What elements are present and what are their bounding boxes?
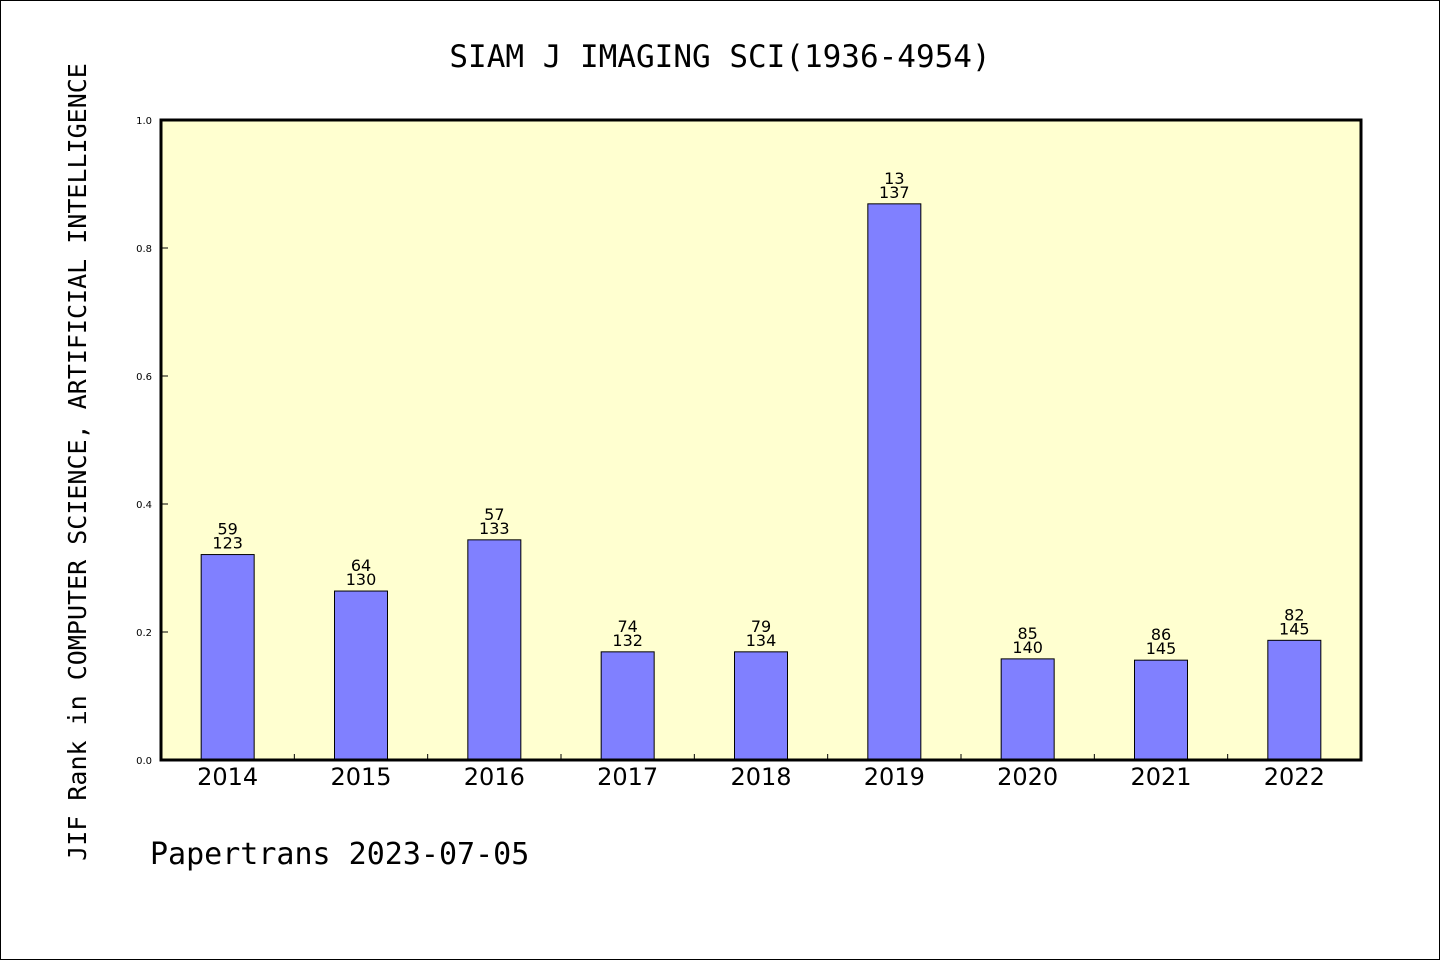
bar-total-label: 134	[746, 631, 777, 650]
x-tick-label: 2022	[1264, 763, 1325, 791]
bar-total-label: 145	[1279, 619, 1310, 638]
bar-rank-label: 59	[217, 520, 237, 539]
bar-rank-label: 85	[1017, 624, 1037, 643]
y-tick-label: 1.0	[136, 116, 152, 127]
y-tick-label: 0.2	[136, 628, 152, 639]
x-tick-label: 2017	[597, 763, 658, 791]
bar-total-label: 140	[1012, 638, 1043, 657]
y-tick-label: 0.0	[136, 756, 152, 767]
x-tick-label: 2020	[997, 763, 1058, 791]
bar-2018	[734, 651, 788, 761]
bar-rank-label: 79	[751, 617, 771, 636]
x-tick-label: 2014	[197, 763, 258, 791]
bar-rank-label: 74	[617, 617, 637, 636]
y-tick-label: 0.6	[136, 372, 152, 383]
x-tick-label: 2019	[864, 763, 925, 791]
bar-2020	[1000, 658, 1055, 761]
bar-total-label: 145	[1146, 639, 1177, 658]
y-tick-label: 0.4	[136, 500, 152, 511]
bar-rank-label: 86	[1151, 625, 1171, 644]
bar-rank-label: 13	[884, 169, 904, 188]
plot-border	[159, 118, 1363, 762]
x-tick-label: 2021	[1130, 763, 1191, 791]
footer-credit: Papertrans 2023-07-05	[150, 837, 529, 872]
bar-2016	[467, 539, 522, 761]
bar-rank-label: 82	[1284, 605, 1304, 624]
x-tick-label: 2015	[330, 763, 391, 791]
bar-rank-label: 64	[351, 556, 371, 575]
bar-2022	[1267, 639, 1322, 761]
bar-rank-label: 57	[484, 505, 504, 524]
y-tick-label: 0.8	[136, 244, 152, 255]
bar-total-label: 137	[879, 183, 910, 202]
chart-title: SIAM J IMAGING SCI(1936-4954)	[449, 39, 990, 75]
bar-2019	[867, 203, 922, 761]
bar-2014	[200, 554, 255, 761]
x-tick-label: 2016	[464, 763, 525, 791]
bar-2017	[600, 651, 655, 761]
bar-total-label: 132	[612, 631, 643, 650]
y-axis-label: JIF Rank in COMPUTER SCIENCE, ARTIFICIAL…	[63, 63, 92, 861]
bar-2015	[334, 590, 388, 761]
x-tick-label: 2018	[730, 763, 791, 791]
bar-2021	[1134, 659, 1188, 761]
bar-total-label: 130	[346, 570, 377, 589]
bar-total-label: 133	[479, 519, 510, 538]
bar-total-label: 123	[212, 534, 243, 553]
